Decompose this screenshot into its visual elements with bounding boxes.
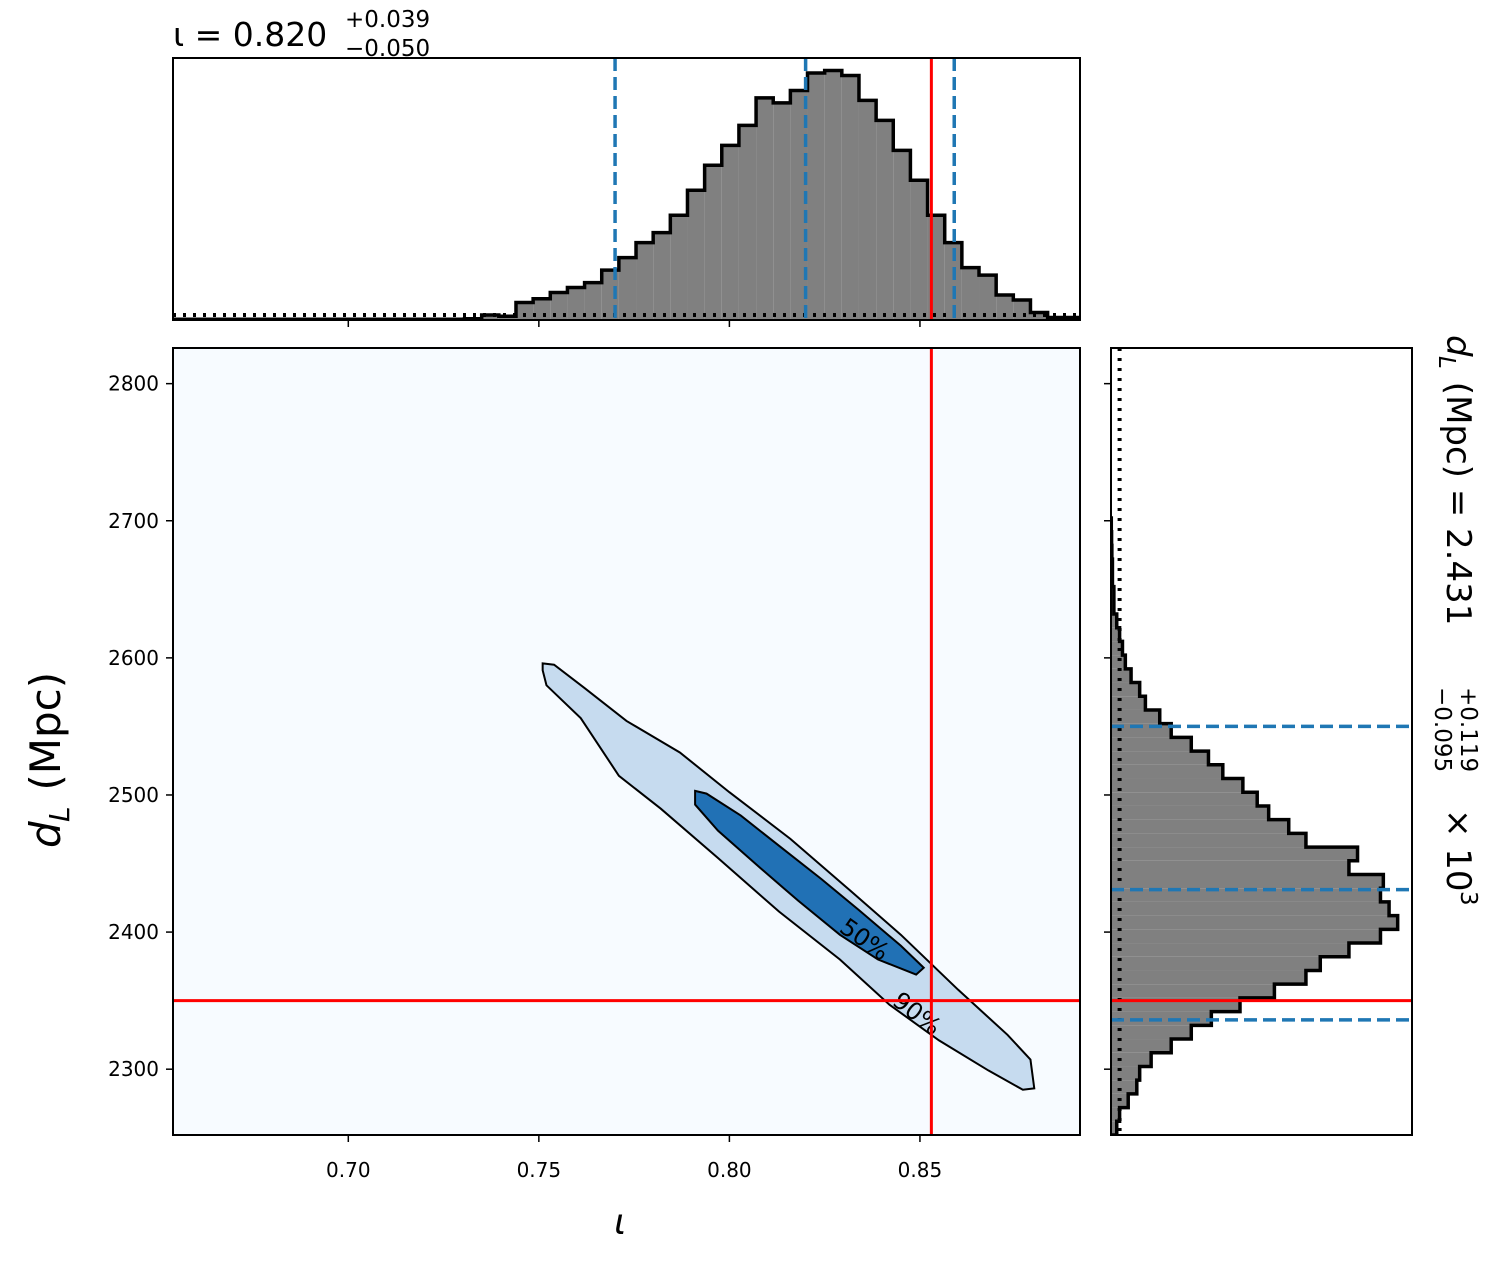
- histogram-bar: [1111, 1121, 1117, 1135]
- histogram-bar: [670, 215, 688, 320]
- right-title-d: d: [1438, 335, 1478, 357]
- histogram-bar: [584, 282, 602, 320]
- histogram-bar: [1111, 970, 1306, 985]
- right-title-rest: (Mpc) = 2.431: [1438, 371, 1478, 625]
- histogram-outline: [1111, 516, 1400, 1135]
- histogram-bar: [498, 316, 516, 320]
- histogram-bar: [636, 242, 654, 320]
- histogram-bar: [910, 180, 928, 320]
- histogram-bar: [1111, 833, 1306, 848]
- histogram-bar: [1111, 709, 1160, 724]
- histogram-bar: [1111, 984, 1275, 998]
- panel-frame: [1110, 347, 1413, 1136]
- histogram-bar: [1111, 943, 1349, 957]
- histogram-bar: [790, 90, 808, 320]
- y-tick-label: 2700: [108, 509, 159, 533]
- histogram-bar: [1111, 929, 1381, 944]
- histogram-bar: [773, 102, 791, 320]
- histogram-bar: [1111, 1039, 1172, 1053]
- histogram-bar: [1111, 1080, 1137, 1094]
- histogram-bar: [1111, 901, 1390, 916]
- histogram-bar: [1111, 1025, 1192, 1040]
- y-tick-label: 2500: [108, 783, 159, 807]
- histogram-bar: [704, 165, 722, 320]
- histogram-bar: [1111, 764, 1223, 779]
- y-label-d: d: [21, 821, 70, 848]
- right-title-times: × 10: [1438, 809, 1478, 892]
- y-tick-label: 2400: [108, 920, 159, 944]
- histogram-bar: [738, 125, 757, 320]
- histogram-bar: [515, 302, 534, 320]
- histogram-bar: [1111, 860, 1349, 875]
- histogram-bar: [618, 257, 637, 320]
- panel-frame: [172, 57, 1081, 321]
- histogram-bar: [1111, 1107, 1120, 1122]
- histogram-bar: [1111, 847, 1358, 861]
- histogram-bar: [481, 315, 499, 320]
- histogram-bar: [876, 120, 894, 320]
- panel-frame: [172, 347, 1081, 1136]
- histogram-bar: [653, 232, 671, 320]
- right-title-exp: 3: [1455, 891, 1481, 906]
- x-tick-label: 0.70: [326, 1158, 371, 1182]
- y-label-rest: (Mpc): [21, 672, 70, 804]
- histogram-bar: [1111, 778, 1243, 793]
- histogram-bar: [1111, 641, 1123, 656]
- histogram-bar: [1111, 888, 1381, 902]
- y-tick-label: 2800: [108, 372, 159, 396]
- histogram-bar: [721, 145, 739, 320]
- histogram-bar: [567, 287, 585, 320]
- histogram-bar: [1111, 751, 1209, 765]
- histogram-bar: [1111, 1052, 1152, 1067]
- right-title-sup: +0.119: [1455, 687, 1481, 772]
- y-axis-label: d L (Mpc): [21, 672, 76, 848]
- x-tick-label: 0.80: [707, 1158, 752, 1182]
- histogram-bar: [1111, 819, 1289, 834]
- histogram-bar: [1030, 312, 1048, 320]
- histogram-bar: [1111, 655, 1126, 669]
- histogram-bar: [944, 242, 962, 320]
- top-title-sup: +0.039: [345, 7, 430, 33]
- histogram-bar: [1111, 668, 1132, 683]
- histogram-bar: [807, 72, 825, 320]
- histogram-bar: [1111, 915, 1398, 930]
- histogram-bar: [1111, 1066, 1140, 1081]
- histogram-bar: [858, 100, 877, 320]
- histogram-bar: [979, 275, 997, 320]
- histogram-bar: [687, 190, 705, 320]
- x-tick-label: 0.85: [898, 1158, 943, 1182]
- histogram-bar: [1013, 300, 1031, 320]
- histogram-bar: [1111, 613, 1117, 628]
- histogram-bar: [1111, 737, 1192, 752]
- histogram-bar: [1111, 696, 1146, 710]
- histogram-bar: [1111, 805, 1269, 820]
- histogram-bar: [824, 70, 842, 320]
- histogram-bar: [893, 150, 911, 320]
- histogram-bar: [996, 295, 1014, 320]
- right-title-sub: L: [1433, 356, 1459, 369]
- histogram-bar: [756, 97, 774, 320]
- y-tick-label: 2300: [108, 1057, 159, 1081]
- histogram-bar: [1111, 956, 1321, 971]
- x-axis-label: ι: [614, 1202, 626, 1243]
- histogram-bar: [1111, 792, 1258, 806]
- right-title-sub2: −0.095: [1429, 687, 1455, 772]
- y-tick-label: 2600: [108, 646, 159, 670]
- histogram-bar: [961, 267, 980, 320]
- histogram-bar: [841, 75, 859, 320]
- histogram-bar: [1111, 874, 1384, 889]
- histogram-bar: [1111, 682, 1140, 697]
- contour: [694, 789, 926, 976]
- x-tick-label: 0.75: [517, 1158, 562, 1182]
- right-title: d L (Mpc) = 2.431 +0.119 −0.095 × 10 3: [1429, 335, 1481, 906]
- y-label-sub: L: [43, 806, 76, 822]
- top-title: ι = 0.820: [173, 15, 327, 54]
- histogram-bar: [1111, 627, 1120, 642]
